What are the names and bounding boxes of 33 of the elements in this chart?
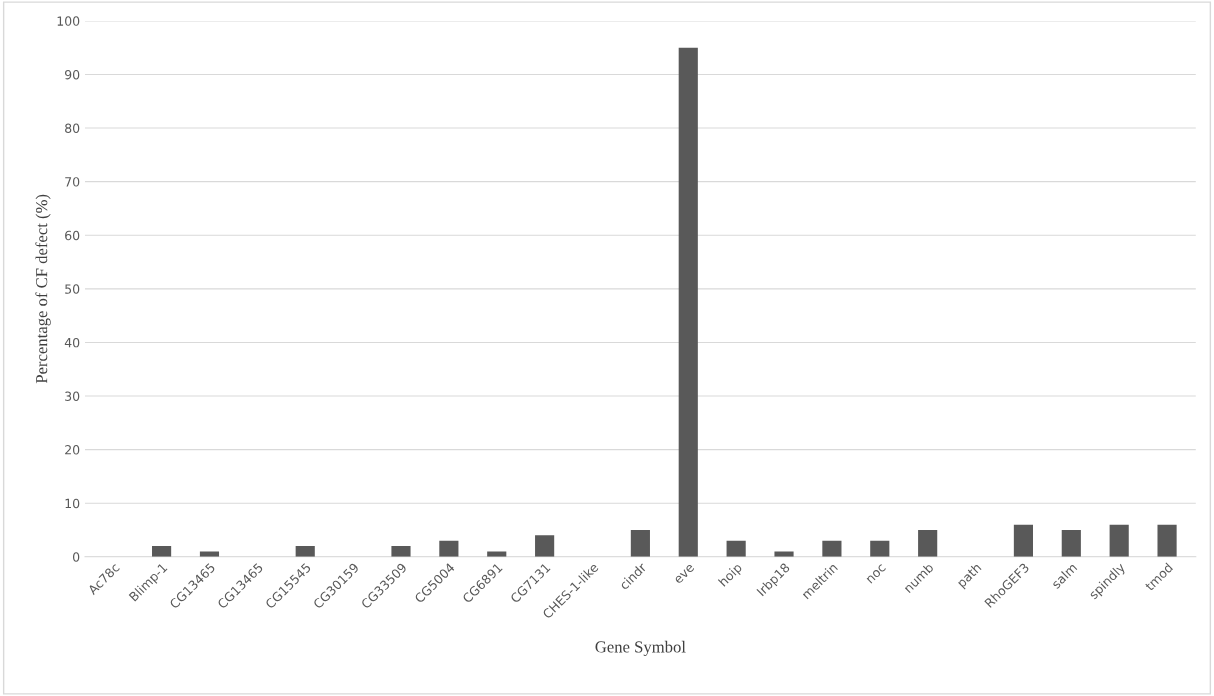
y-tick-label: 80 xyxy=(65,123,80,133)
y-tick-label: 0 xyxy=(72,552,80,562)
y-tick-label: 60 xyxy=(65,230,80,241)
bar xyxy=(630,530,650,557)
bar xyxy=(678,47,698,557)
bar xyxy=(774,551,794,557)
bar xyxy=(439,540,459,557)
bar xyxy=(1109,524,1129,557)
y-tick-label: 10 xyxy=(65,498,80,509)
bar xyxy=(535,535,555,557)
x-axis-title: Gene Symbol xyxy=(595,640,686,656)
bar xyxy=(487,551,507,557)
bar xyxy=(918,530,938,557)
bar xyxy=(1157,524,1177,557)
bar xyxy=(822,540,842,557)
y-tick-label: 30 xyxy=(65,391,80,401)
y-tick-label: 20 xyxy=(65,445,80,455)
y-tick-label: 90 xyxy=(65,69,80,80)
bar xyxy=(870,540,890,557)
bar xyxy=(1061,530,1081,557)
bar xyxy=(199,551,220,557)
bar xyxy=(726,540,746,557)
x-tick-label: eve xyxy=(674,563,695,585)
bar xyxy=(152,546,172,557)
y-tick-label: 50 xyxy=(65,284,80,294)
y-tick-label: 100 xyxy=(57,16,80,26)
y-tick-label: 40 xyxy=(64,337,80,348)
y-axis-title: Percentage of CF defect (%) xyxy=(35,194,51,384)
bar xyxy=(391,546,411,557)
y-tick-label: 70 xyxy=(65,177,80,187)
bar xyxy=(1013,524,1033,557)
bar xyxy=(295,546,315,557)
x-tick-label: noc xyxy=(866,563,887,584)
